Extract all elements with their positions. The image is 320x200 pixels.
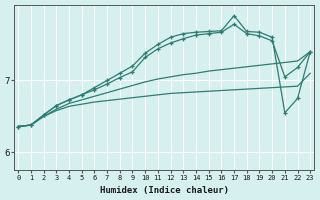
X-axis label: Humidex (Indice chaleur): Humidex (Indice chaleur) <box>100 186 229 195</box>
